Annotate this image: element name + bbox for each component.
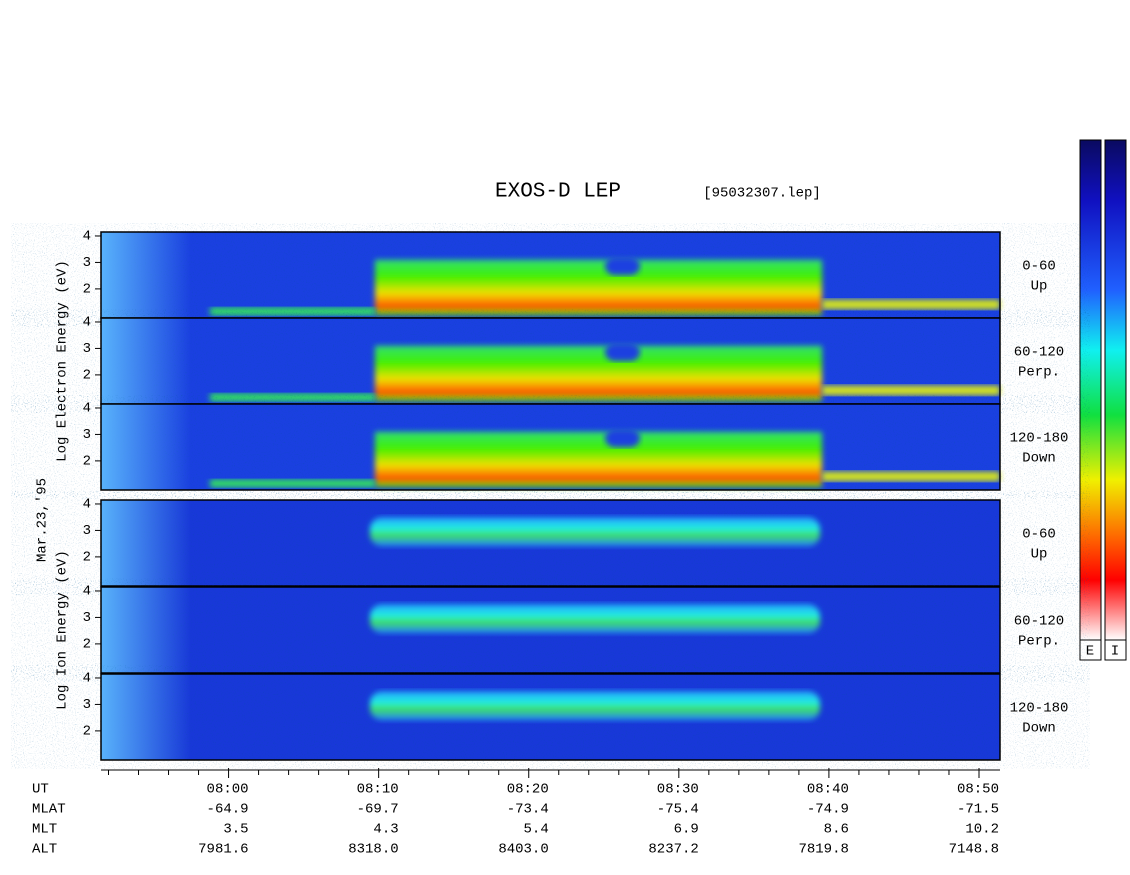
y-tick-label: 4 — [83, 229, 91, 245]
y-tick-label: 4 — [83, 401, 91, 417]
y-tick-label: 2 — [83, 282, 91, 298]
ephemeris-value: 8403.0 — [498, 842, 548, 858]
ephemeris-value: -64.9 — [207, 802, 249, 818]
low-band — [822, 471, 1000, 482]
low-band — [210, 307, 375, 316]
title: EXOS-D LEP — [495, 181, 621, 204]
ephemeris-value: -69.7 — [357, 802, 399, 818]
ephemeris-value: -75.4 — [657, 802, 699, 818]
panels: 2 3 4 0-60 Up 2 3 4 60-120 Perp. 2 3 4 120-180 Down 2 3 4… — [83, 229, 1069, 761]
panel-frame — [100, 586, 1001, 674]
y-tick-label: 4 — [83, 671, 91, 687]
ephemeris-value: 6.9 — [674, 822, 699, 838]
low-band — [210, 479, 375, 488]
colorbar — [1104, 139, 1127, 641]
ephemeris-label: ALT — [32, 842, 57, 858]
colorbar-label: I — [1111, 644, 1119, 660]
low-band — [822, 385, 1000, 396]
panel-direction: Down — [1022, 451, 1056, 467]
ephemeris-value: 7819.8 — [798, 842, 848, 858]
ephemeris-value: 5.4 — [524, 822, 549, 838]
y-tick-label: 4 — [83, 315, 91, 331]
ephemeris-value: 3.5 — [223, 822, 248, 838]
panel-range: 120-180 — [1010, 701, 1069, 717]
y-tick-label: 2 — [83, 724, 91, 740]
panel-direction: Down — [1022, 721, 1056, 737]
low-band — [822, 299, 1000, 310]
panel-direction: Perp. — [1018, 365, 1060, 381]
band — [375, 431, 822, 488]
y-tick-label: 3 — [83, 255, 91, 271]
ephemeris-value: 4.3 — [373, 822, 398, 838]
file-name: [95032307.lep] — [703, 186, 821, 202]
ephemeris-value: -74.9 — [807, 802, 849, 818]
x-tick-label: 08:30 — [657, 782, 699, 798]
x-tick-label: 08:40 — [807, 782, 849, 798]
band — [375, 259, 822, 316]
ephemeris-value: 10.2 — [965, 822, 999, 838]
panel-direction: Up — [1031, 547, 1048, 563]
y-tick-label: 2 — [83, 550, 91, 566]
band — [370, 604, 820, 634]
left-noise — [101, 500, 191, 586]
panel-direction: Perp. — [1018, 634, 1060, 650]
panel-range: 0-60 — [1022, 527, 1056, 543]
left-noise — [101, 232, 191, 318]
ephemeris-label: MLT — [32, 822, 57, 838]
panel-frame — [100, 403, 1001, 491]
left-noise — [101, 404, 191, 490]
band — [370, 691, 820, 721]
left-noise — [101, 587, 191, 673]
ephemeris-value: 7981.6 — [198, 842, 248, 858]
ephemeris-value: 7148.8 — [949, 842, 999, 858]
y-tick-label: 2 — [83, 368, 91, 384]
x-tick-label: 08:20 — [507, 782, 549, 798]
x-tick-label: 08:00 — [207, 782, 249, 798]
colorbar-box — [1079, 639, 1102, 661]
y-tick-label: 3 — [83, 523, 91, 539]
y-tick-label: 3 — [83, 341, 91, 357]
y-tick-label: 4 — [83, 584, 91, 600]
panel-frame — [100, 499, 1001, 587]
colorbar-label: E — [1086, 644, 1094, 660]
left-noise — [101, 674, 191, 760]
band-dip — [605, 429, 640, 448]
ephemeris-value: -71.5 — [957, 802, 999, 818]
band-dip — [605, 343, 640, 362]
y-tick-label: 3 — [83, 610, 91, 626]
y-tick-label: 3 — [83, 427, 91, 443]
ephemeris-value: 8237.2 — [648, 842, 698, 858]
y-tick-label: 2 — [83, 637, 91, 653]
ut-label: UT — [32, 782, 49, 798]
band — [375, 345, 822, 402]
colorbar-box — [1104, 639, 1127, 661]
panel-direction: Up — [1031, 279, 1048, 295]
panel-range: 60-120 — [1014, 345, 1064, 361]
ephemeris-value: 8318.0 — [348, 842, 398, 858]
y-tick-label: 4 — [83, 497, 91, 513]
low-band — [210, 393, 375, 402]
ion-axis-label: Log Ion Energy (eV) — [55, 550, 71, 710]
x-tick-label: 08:10 — [357, 782, 399, 798]
y-tick-label: 2 — [83, 454, 91, 470]
x-tick-label: 08:50 — [957, 782, 999, 798]
ephemeris-label: MLAT — [32, 802, 66, 818]
date-label: Mar.23,'95 — [35, 478, 51, 562]
panel-frame — [100, 673, 1001, 761]
y-tick-label: 3 — [83, 697, 91, 713]
panel-range: 120-180 — [1010, 431, 1069, 447]
electron-axis-label: Log Electron Energy (eV) — [55, 260, 71, 462]
panel-range: 0-60 — [1022, 259, 1056, 275]
ephemeris-value: -73.4 — [507, 802, 549, 818]
band-dip — [605, 257, 640, 276]
colorbar — [1079, 139, 1102, 641]
band — [370, 517, 820, 547]
ephemeris-value: 8.6 — [824, 822, 849, 838]
panel-range: 60-120 — [1014, 614, 1064, 630]
left-noise — [101, 318, 191, 404]
